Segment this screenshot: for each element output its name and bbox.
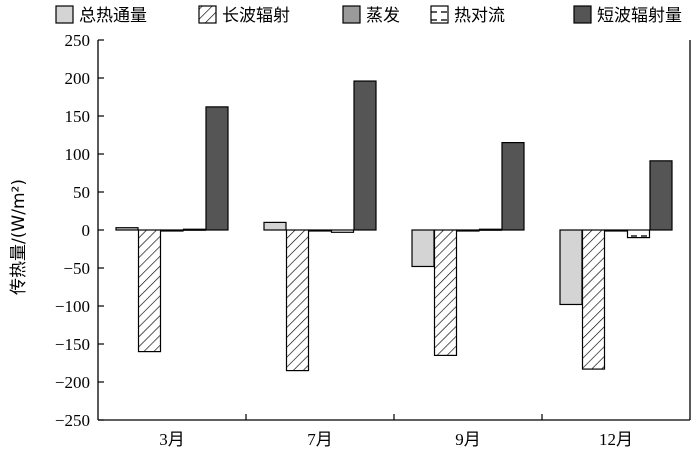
bar-热对流-12月 bbox=[626, 229, 651, 239]
legend-swatch-短波辐射量 bbox=[573, 5, 592, 24]
y-tick-label: 0 bbox=[82, 221, 91, 240]
legend-label-蒸发: 蒸发 bbox=[366, 6, 400, 26]
x-tick-label: 9月 bbox=[455, 430, 481, 449]
y-tick-label: 50 bbox=[73, 183, 90, 202]
legend: 总热通量 长波辐射 蒸发 热对流 短波辐射量 bbox=[55, 5, 682, 26]
bar-热对流-9月 bbox=[478, 228, 503, 231]
y-tick-label: −250 bbox=[55, 411, 90, 430]
bar-短波辐射量-3月 bbox=[205, 106, 229, 231]
legend-label-短波辐射量: 短波辐射量 bbox=[597, 6, 682, 26]
bar-总热通量-7月 bbox=[263, 221, 287, 231]
bar-短波辐射量-12月 bbox=[649, 160, 673, 231]
bar-总热通量-9月 bbox=[411, 229, 435, 268]
y-tick-label: −200 bbox=[55, 373, 90, 392]
x-tick-label: 12月 bbox=[599, 430, 633, 449]
y-tick-label: 200 bbox=[65, 69, 91, 88]
legend-swatch-长波辐射 bbox=[198, 5, 217, 24]
bar-总热通量-3月 bbox=[115, 227, 139, 231]
bar-热对流-7月 bbox=[330, 229, 355, 233]
legend-swatch-总热通量 bbox=[55, 5, 74, 24]
bar-长波辐射-12月 bbox=[581, 229, 606, 370]
legend-label-热对流: 热对流 bbox=[454, 6, 505, 26]
y-tick-label: 100 bbox=[65, 145, 91, 164]
legend-label-总热通量: 总热通量 bbox=[79, 6, 147, 26]
bar-蒸发-3月 bbox=[160, 229, 184, 232]
bar-蒸发-12月 bbox=[604, 229, 628, 232]
y-tick-label: −100 bbox=[55, 297, 90, 316]
legend-swatch-蒸发 bbox=[342, 5, 361, 24]
bar-蒸发-7月 bbox=[308, 229, 332, 232]
legend-swatch-热对流 bbox=[430, 5, 449, 24]
plot-area: 250 200 150 100 50 0 −50 −100 −150 −200 −250 3月 7月 9月… bbox=[55, 31, 691, 449]
y-tick-label: −50 bbox=[63, 259, 90, 278]
bar-短波辐射量-7月 bbox=[353, 80, 377, 231]
y-tick-label: −150 bbox=[55, 335, 90, 354]
bar-长波辐射-7月 bbox=[285, 229, 310, 372]
y-tick-label: 150 bbox=[65, 107, 91, 126]
bar-总热通量-12月 bbox=[559, 229, 583, 306]
bar-热对流-3月 bbox=[182, 228, 207, 231]
bar-蒸发-9月 bbox=[456, 229, 480, 232]
y-axis-label: 传热量/(W/m²) bbox=[9, 179, 29, 295]
bar-短波辐射量-9月 bbox=[501, 142, 525, 231]
bar-长波辐射-3月 bbox=[137, 229, 162, 353]
legend-label-长波辐射: 长波辐射 bbox=[222, 6, 290, 26]
bar-长波辐射-9月 bbox=[433, 229, 458, 357]
y-tick-label: 250 bbox=[65, 31, 91, 50]
x-tick-label: 7月 bbox=[307, 430, 333, 449]
x-tick-label: 3月 bbox=[159, 430, 185, 449]
